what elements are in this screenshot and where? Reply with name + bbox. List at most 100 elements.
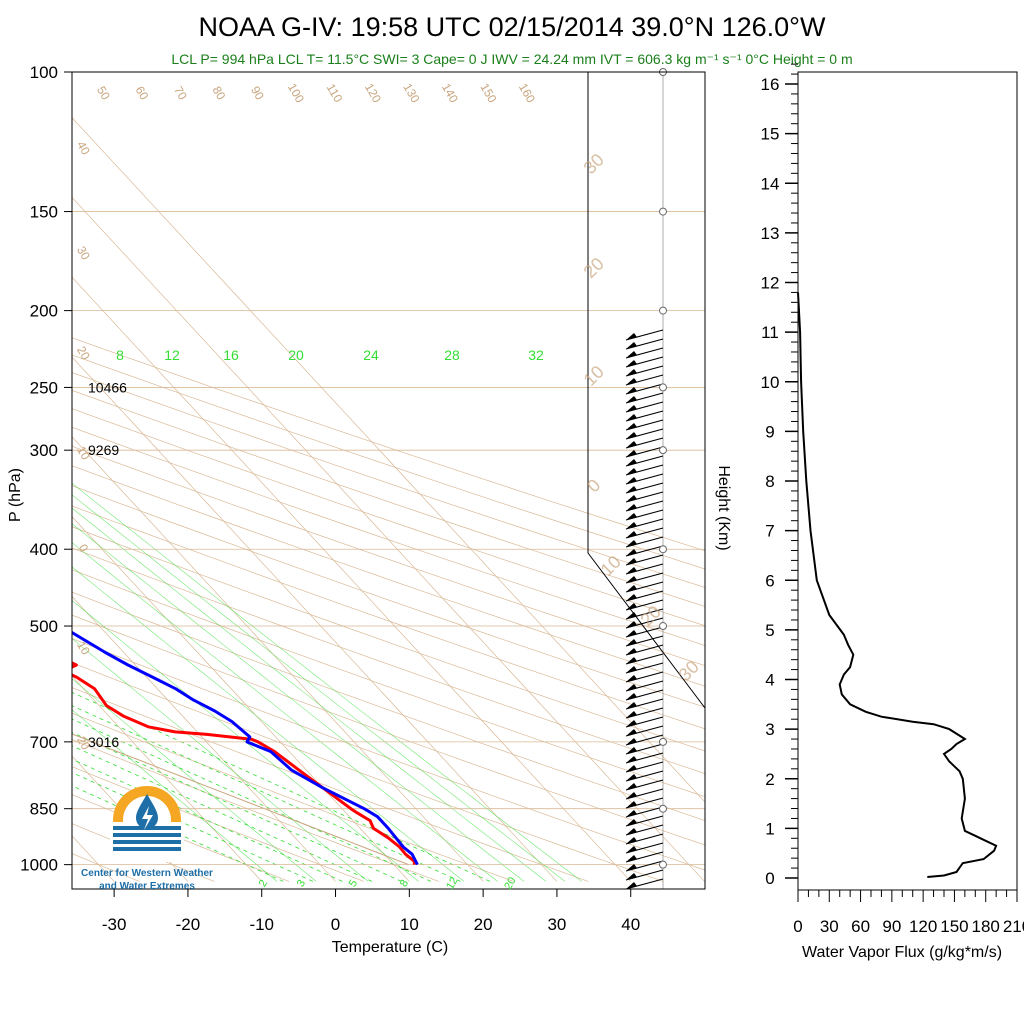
wvf-y-tick-label: 14 xyxy=(761,174,780,193)
wvf-frame xyxy=(797,71,1018,891)
wvf-y-tick-label: 11 xyxy=(761,323,779,342)
skewt-series xyxy=(72,630,419,866)
mixing-ratio-line xyxy=(72,566,465,882)
wind-barb xyxy=(625,338,664,350)
wind-barb xyxy=(625,509,664,521)
wind-barb-flag xyxy=(626,711,637,718)
wvf-y-tick-label: 10 xyxy=(761,373,780,392)
wind-barb xyxy=(625,707,664,719)
moist-adiabat-line xyxy=(72,691,491,882)
wind-barb xyxy=(625,725,664,737)
wvf-y-tick-label: 0 xyxy=(765,869,774,888)
wind-barb-flag xyxy=(626,378,637,385)
wind-barb-flag xyxy=(626,531,637,538)
dry-adiabat-line xyxy=(72,372,705,588)
wind-barb xyxy=(625,392,664,404)
x-tick-label: -30 xyxy=(102,915,127,934)
wvf-y-tick-label: 7 xyxy=(765,522,774,541)
mixing-ratio-label: 16 xyxy=(223,347,239,363)
wind-barb-flag xyxy=(626,747,637,754)
wind-barb-flag xyxy=(626,504,637,511)
wind-calm-marker xyxy=(659,383,667,392)
isotherm-line xyxy=(72,675,262,882)
x-tick-label: 20 xyxy=(474,915,493,934)
wvf-x-tick-label: 180 xyxy=(972,917,1000,936)
mixing-ratio-line xyxy=(72,523,525,882)
wind-barb xyxy=(625,428,664,440)
wvf-y-tick-label: 15 xyxy=(761,125,780,144)
wind-barb xyxy=(625,572,664,584)
wind-barb xyxy=(625,374,664,386)
wind-barb xyxy=(625,347,664,359)
wind-barb xyxy=(625,464,664,476)
wvf-x-axis-label: Water Vapor Flux (g/kg*m/s) xyxy=(802,944,1002,961)
adiabat-label: 20 xyxy=(580,254,608,282)
isotherm-line xyxy=(72,755,189,882)
dry-adiabat-line xyxy=(72,687,589,882)
moist-adiabat-line xyxy=(72,731,402,882)
wind-barb xyxy=(625,815,664,827)
wind-barb-flag xyxy=(626,630,637,637)
dry-adiabat-line xyxy=(72,390,705,607)
adiabat-label: 0 xyxy=(583,475,604,496)
y-tick-label: 300 xyxy=(30,441,58,460)
wind-barb-flag xyxy=(626,396,637,403)
wind-barb xyxy=(625,455,664,467)
isotherm-line xyxy=(72,356,558,882)
dry-adiabat-line xyxy=(72,794,290,882)
wind-calm-marker xyxy=(659,860,667,869)
height-labels: 10466 9269 3016 xyxy=(88,379,127,749)
wind-barb xyxy=(625,698,664,710)
wind-barb xyxy=(625,743,664,755)
wind-barb xyxy=(625,581,664,593)
mixing-ratio-label: 8 xyxy=(116,347,124,363)
wind-barb xyxy=(625,788,664,800)
wvf-x-tick-label: 120 xyxy=(909,917,937,936)
dry-adiabat-line xyxy=(72,766,364,882)
wind-barb xyxy=(625,734,664,746)
wind-barb xyxy=(625,401,664,413)
wvf-x-tick-label: 210 xyxy=(1003,917,1024,936)
wvf-y-tick-label: 16 xyxy=(761,75,780,94)
wind-barb xyxy=(625,527,664,539)
dry-adiabat-line xyxy=(72,614,705,846)
isotherm-line xyxy=(72,516,410,882)
wind-barb-flag xyxy=(626,639,637,646)
wind-barb xyxy=(625,869,664,881)
wind-barb xyxy=(625,590,664,602)
wind-barb xyxy=(625,761,664,773)
wind-barb-flag xyxy=(626,450,637,457)
isotherm-label: 120 xyxy=(362,81,384,106)
isotherm-line xyxy=(72,117,705,803)
wind-barb-flag xyxy=(626,657,637,664)
moist-adiabat-line xyxy=(72,705,461,882)
mixing-ratio-line xyxy=(72,600,419,882)
wind-barb-flag xyxy=(626,792,637,799)
wind-barbs xyxy=(587,68,706,890)
wind-barb-flag xyxy=(626,459,637,466)
wind-barb xyxy=(625,779,664,791)
mixing-ratio-label: 12 xyxy=(164,347,180,363)
x-tick-label: 0 xyxy=(331,915,340,934)
wvf-y-axis-label: Height (Km) xyxy=(715,465,732,550)
logo-bolt-icon xyxy=(142,806,153,830)
wvf-y-tick-label: 8 xyxy=(765,472,774,491)
wind-barb xyxy=(625,752,664,764)
y-tick-label: 850 xyxy=(30,800,58,819)
wind-barb xyxy=(625,689,664,701)
wind-calm-marker xyxy=(659,306,667,315)
wind-barb-flag xyxy=(626,837,637,844)
wind-barb-flag xyxy=(626,864,637,871)
mixing-ratio-label: 3 xyxy=(295,878,308,889)
height-label: 9269 xyxy=(88,442,119,458)
wind-barb-flag xyxy=(626,801,637,808)
chart-subtitle: LCL P= 994 hPa LCL T= 11.5°C SWI= 3 Cape… xyxy=(171,51,852,67)
mixing-ratio-line xyxy=(72,542,498,882)
wind-barb-flag xyxy=(626,585,637,592)
wind-barb xyxy=(625,644,664,656)
dry-adiabat-line xyxy=(72,337,705,552)
wind-barb-flag xyxy=(626,513,637,520)
adiabat-label: 30 xyxy=(675,657,703,685)
wind-barb-flag xyxy=(626,684,637,691)
moist-adiabat-line xyxy=(72,758,343,882)
